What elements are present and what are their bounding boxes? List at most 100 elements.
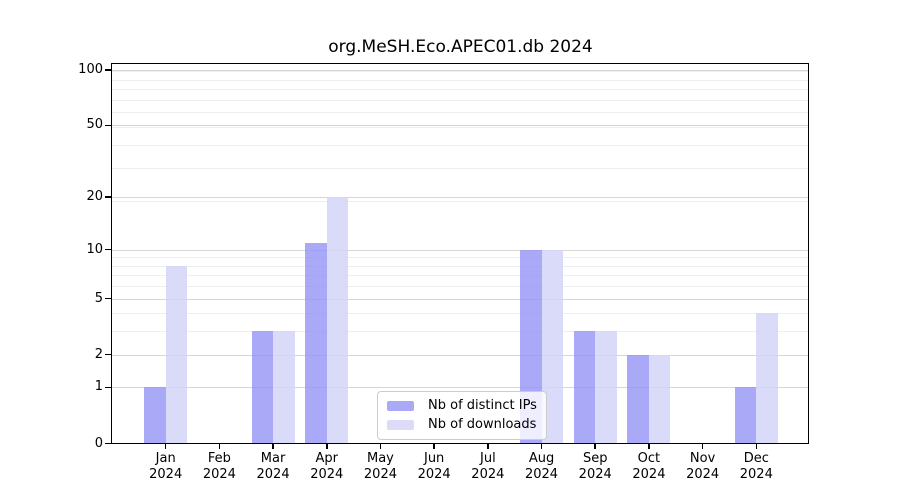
y-axis-tick [105,248,111,251]
year-label: 2024 [363,466,397,482]
year-label: 2024 [739,466,773,482]
x-axis-tick-label: Feb 2024 [192,451,246,482]
x-axis-tick-label: Oct 2024 [622,451,676,482]
x-axis-tick [433,444,435,449]
bar-downloads-sep [595,331,617,444]
y-axis-tick [105,69,111,71]
x-axis-tick [326,444,328,449]
bar-downloads-jan [165,265,188,444]
year-label: 2024 [256,466,290,482]
month-label: Jun [423,451,445,466]
month-label: Sep [582,451,608,466]
month-label: Oct [637,451,661,466]
year-label: 2024 [524,466,559,482]
year-label: 2024 [310,466,344,482]
x-axis-tick [701,444,704,449]
bar-downloads-apr [326,197,349,444]
year-label: 2024 [686,466,720,482]
y-axis-tick [105,442,111,445]
minor-gridline [112,201,809,203]
minor-gridline [112,257,809,259]
month-label: Apr [315,451,339,466]
y-axis-tick-label: 100 [78,62,103,78]
y-axis-tick [105,196,111,198]
month-label: Dec [743,451,769,466]
legend-label-distinct-ips: Nb of distinct IPs [428,398,537,413]
y-axis-tick [105,386,111,389]
major-gridline [112,197,809,199]
x-axis-tick-label: Aug 2024 [515,451,569,482]
x-axis-tick [218,444,221,449]
month-label: Feb [207,451,231,466]
minor-gridline [112,89,809,91]
minor-gridline [112,71,809,72]
chart-title: org.MeSH.Eco.APEC01.db 2024 [328,37,593,57]
month-label: Nov [689,451,716,466]
x-axis-tick-label: Jun 2024 [407,451,461,482]
minor-gridline [112,99,809,101]
y-axis-tick-label: 50 [86,117,103,133]
minor-gridline [112,286,809,288]
month-label: Mar [260,451,286,466]
y-axis-tick [105,353,111,356]
x-axis-tick [487,444,489,449]
y-axis-tick-label: 5 [94,290,103,306]
minor-gridline [112,79,809,81]
major-gridline [112,125,809,127]
major-gridline [112,298,809,300]
bar-downloads-mar [273,331,295,444]
minor-gridline [112,168,809,170]
major-gridline [112,249,809,251]
year-label: 2024 [471,466,505,482]
y-axis-tick [105,297,111,300]
major-gridline [112,387,809,389]
x-axis-tick [272,444,274,449]
y-axis-tick [105,124,111,127]
x-axis-tick-label: Sep 2024 [568,451,622,482]
minor-gridline [112,313,809,315]
x-axis-tick-label: Nov 2024 [676,451,730,482]
legend-swatch-distinct-ips-icon [387,401,414,411]
x-axis-tick [540,444,543,449]
x-axis-tick-label: May 2024 [353,451,407,482]
legend-item-distinct-ips: Nb of distinct IPs [387,398,537,414]
bar-distinct-ips-dec [734,387,757,444]
minor-gridline [112,112,809,114]
x-axis-tick-label: Dec 2024 [729,451,783,482]
minor-gridline [112,127,809,129]
month-label: Jul [480,451,496,466]
x-axis-tick [648,444,650,449]
month-label: May [367,451,394,466]
bar-distinct-ips-mar [251,331,274,444]
legend-item-downloads: Nb of downloads [387,417,537,433]
major-gridline [112,70,809,72]
minor-gridline [112,331,809,333]
legend: Nb of distinct IPs Nb of downloads [377,391,547,440]
month-label: Aug [528,451,555,466]
bar-distinct-ips-sep [573,331,596,444]
year-label: 2024 [417,466,451,482]
major-gridline [112,354,809,356]
y-axis-tick-label: 0 [94,435,103,451]
x-axis-tick-label: Mar 2024 [246,451,300,482]
bar-distinct-ips-jan [144,387,166,444]
x-axis-tick [379,444,382,449]
y-axis-tick-label: 2 [94,346,103,362]
y-axis-tick-label: 10 [86,241,103,257]
minor-gridline [112,145,809,147]
x-axis-tick-label: Apr 2024 [300,451,354,482]
bar-downloads-oct [648,354,671,444]
x-axis-tick [755,444,758,449]
minor-gridline [112,265,809,267]
x-axis-tick-label: Jan 2024 [139,451,193,482]
x-axis-tick [594,444,596,449]
year-label: 2024 [632,466,666,482]
bar-distinct-ips-apr [305,242,327,444]
x-axis-tick [164,444,167,449]
legend-swatch-downloads-icon [387,420,414,430]
legend-label-downloads: Nb of downloads [428,417,537,432]
year-label: 2024 [149,466,183,482]
month-label: Jan [155,451,176,466]
year-label: 2024 [578,466,612,482]
